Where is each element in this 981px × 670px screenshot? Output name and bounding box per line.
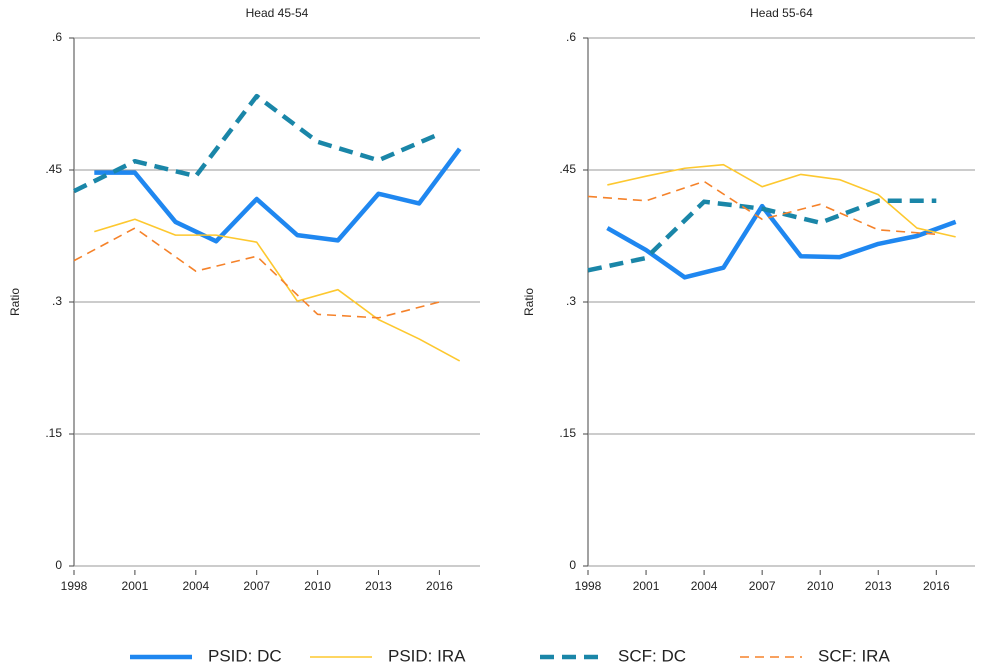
x-tick-label: 2007 [749,579,776,593]
panel-title: Head 45-54 [246,6,309,20]
legend-label: PSID: IRA [388,646,466,665]
x-tick-label: 2004 [182,579,209,593]
x-tick-label: 2004 [691,579,718,593]
y-tick-label: .3 [566,294,576,308]
y-tick-label: .45 [45,162,62,176]
x-tick-label: 2010 [807,579,834,593]
y-tick-label: 0 [569,558,576,572]
y-tick-label: .6 [52,30,62,44]
panel-title: Head 55-64 [750,6,813,20]
x-tick-label: 2001 [633,579,660,593]
y-axis-label: Ratio [522,288,536,316]
y-tick-label: .6 [566,30,576,44]
x-tick-label: 2001 [122,579,149,593]
x-tick-label: 2016 [426,579,453,593]
series-line [73,227,440,319]
x-tick-label: 2010 [304,579,331,593]
x-tick-label: 1998 [61,579,88,593]
series-line [606,203,957,280]
series-line [94,218,461,362]
x-tick-label: 2013 [365,579,392,593]
y-tick-label: .15 [559,426,576,440]
series-line [607,163,956,238]
legend-label: PSID: DC [208,646,282,665]
x-tick-label: 2007 [243,579,270,593]
x-tick-label: 2013 [865,579,892,593]
y-tick-label: .3 [52,294,62,308]
series-line [587,198,937,273]
series-line [587,180,937,236]
x-tick-label: 1998 [575,579,602,593]
x-tick-label: 2016 [923,579,950,593]
legend-label: SCF: DC [618,646,686,665]
y-tick-label: 0 [55,558,62,572]
series-line [94,147,462,244]
y-axis-label: Ratio [8,288,22,316]
y-tick-label: .15 [45,426,62,440]
legend-label: SCF: IRA [818,646,890,665]
series-line [73,93,441,194]
y-tick-label: .45 [559,162,576,176]
